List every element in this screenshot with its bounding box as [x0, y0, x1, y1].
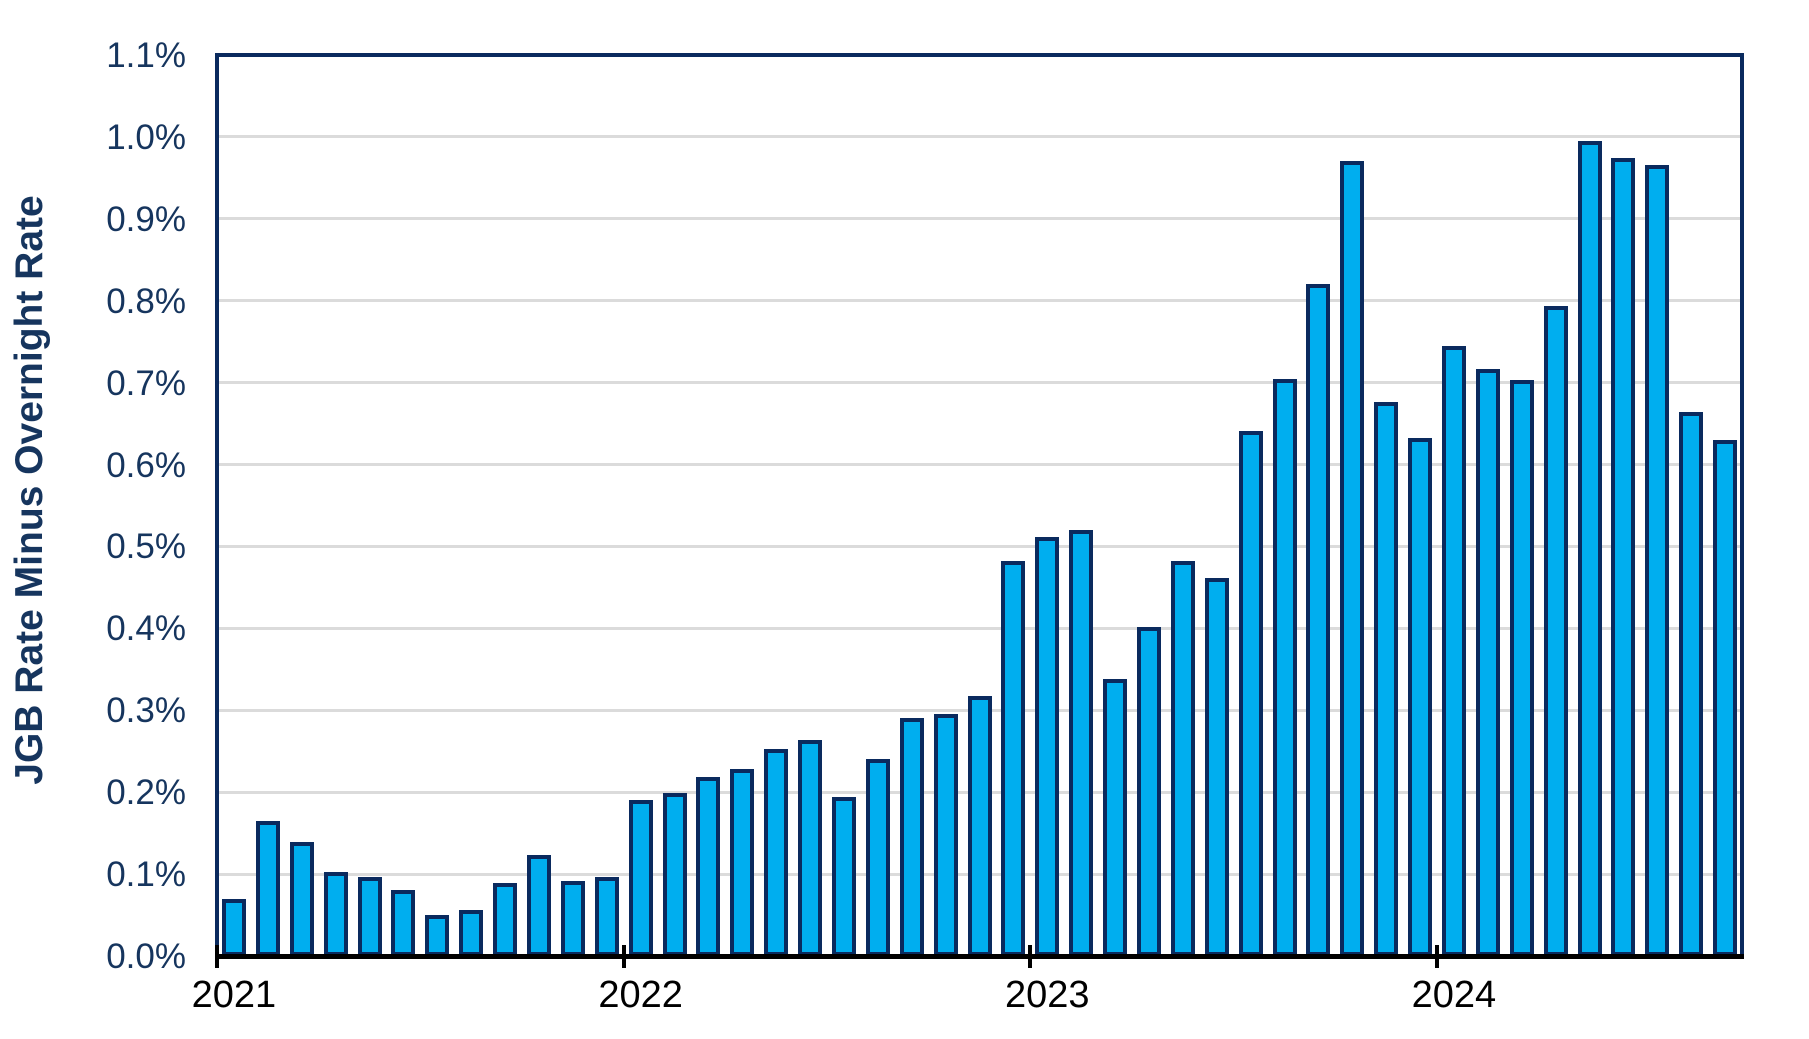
- bar: [1374, 402, 1399, 956]
- bar: [1441, 345, 1466, 956]
- bar: [459, 910, 484, 956]
- y-tick-label: 0.8%: [106, 281, 186, 321]
- bar: [1679, 412, 1704, 956]
- y-tick-label: 1.0%: [106, 117, 186, 157]
- bar: [1509, 380, 1534, 956]
- bar: [357, 876, 382, 956]
- bar: [662, 793, 687, 956]
- gridline: [219, 463, 1740, 467]
- gridline: [219, 544, 1740, 548]
- bar: [967, 695, 992, 956]
- plot-border: [215, 53, 1744, 956]
- bar: [1136, 626, 1161, 956]
- bar: [764, 748, 789, 956]
- y-tick-label: 0.3%: [106, 691, 186, 731]
- x-axis-tick: [1028, 945, 1033, 968]
- bar: [1035, 536, 1060, 956]
- x-tick-label: 2024: [1411, 974, 1497, 1016]
- bar: [1306, 284, 1331, 956]
- bar: [1577, 141, 1602, 956]
- x-axis-line: [215, 954, 1744, 959]
- bar: [493, 883, 518, 956]
- x-tick-label: 2022: [598, 974, 683, 1016]
- x-axis-tick: [621, 945, 626, 968]
- bar: [323, 871, 348, 956]
- x-axis-tick: [1435, 945, 1439, 968]
- bar: [1170, 561, 1195, 956]
- bar: [1238, 430, 1263, 956]
- y-tick-label: 0.2%: [106, 773, 186, 813]
- bar: [1272, 379, 1297, 956]
- bar: [730, 769, 755, 956]
- bar: [1645, 164, 1670, 956]
- bar: [1001, 561, 1026, 956]
- gridline: [219, 135, 1740, 139]
- gridline: [219, 626, 1740, 630]
- bar: [391, 890, 416, 956]
- bar: [1103, 679, 1128, 956]
- bar: [1475, 368, 1500, 956]
- bar: [221, 898, 246, 956]
- bar: [865, 759, 890, 956]
- gridline: [219, 381, 1740, 385]
- bar: [831, 797, 856, 956]
- y-tick-label: 0.4%: [106, 609, 186, 649]
- y-tick-label: 1.1%: [106, 36, 186, 75]
- bar: [289, 842, 314, 956]
- bar: [594, 876, 619, 956]
- bar: [628, 800, 653, 956]
- bar: [933, 713, 958, 956]
- y-tick-label: 0.7%: [106, 363, 186, 403]
- x-axis-tick: [215, 945, 219, 968]
- bar: [899, 718, 924, 956]
- bar: [526, 855, 551, 956]
- y-tick-label: 0.1%: [106, 855, 186, 895]
- bar: [1713, 439, 1738, 956]
- bar: [1069, 530, 1094, 956]
- x-tick-label: 2021: [191, 974, 277, 1016]
- bar: [1408, 438, 1433, 956]
- y-tick-label: 0.5%: [106, 527, 186, 567]
- y-tick-label: 0.0%: [106, 937, 186, 976]
- bar: [696, 776, 721, 956]
- bar: [255, 820, 280, 956]
- y-tick-label: 0.9%: [106, 199, 186, 239]
- bar: [560, 881, 585, 956]
- y-tick-label: 0.6%: [106, 445, 186, 485]
- x-tick-label: 2023: [1004, 974, 1090, 1016]
- bar: [1340, 161, 1365, 956]
- bar: [798, 739, 823, 956]
- bar: [1204, 577, 1229, 956]
- bar: [1543, 306, 1568, 956]
- bar: [1611, 158, 1636, 956]
- gridline: [219, 217, 1740, 221]
- bar: [425, 915, 450, 956]
- gridline: [219, 299, 1740, 303]
